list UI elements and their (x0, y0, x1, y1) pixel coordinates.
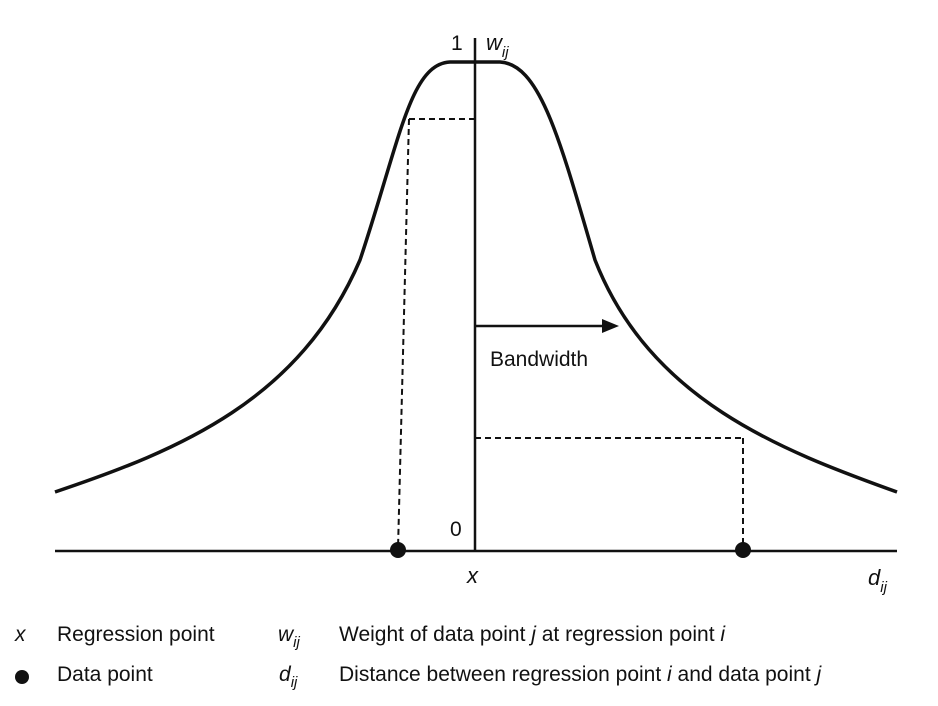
data-point-right (735, 542, 751, 558)
distance-desc-j: j (816, 663, 822, 686)
legend-distance-symbol-sub: ij (290, 674, 298, 691)
legend-weight-symbol-sub: ij (293, 634, 300, 651)
legend-distance-symbol-main: d (279, 663, 291, 686)
legend-distance-symbol: dij (279, 664, 297, 690)
data-point-left (390, 542, 406, 558)
weight-desc-a: Weight of data point (339, 623, 532, 646)
distance-desc-b: and data point (671, 663, 817, 686)
x-axis-label: dij (868, 565, 888, 596)
y-axis-label: wij (486, 30, 509, 61)
legend-weight-symbol: wij (278, 624, 300, 650)
y-tick-1: 1 (451, 32, 463, 55)
weight-desc-j: j (531, 623, 536, 646)
x-axis-label-main: d (868, 565, 881, 590)
y-tick-0: 0 (450, 518, 462, 541)
legend-data-point-symbol (15, 667, 29, 688)
kernel-weight-diagram: Bandwidth 1 0 wij x dij (54, 30, 898, 596)
regression-point-label: x (466, 563, 479, 588)
bandwidth-arrowhead (602, 319, 619, 333)
bandwidth-label: Bandwidth (490, 348, 588, 371)
legend-weight-symbol-main: w (278, 623, 294, 646)
data-point-bullet-icon (15, 670, 29, 684)
legend-regression-label: Regression point (57, 623, 215, 646)
legend-regression-symbol: x (15, 623, 26, 646)
legend-data-point-label: Data point (57, 663, 153, 686)
weight-desc-b: at regression point (535, 623, 721, 646)
distance-desc-i: i (667, 663, 672, 686)
x-axis-label-sub: ij (880, 579, 887, 596)
y-axis-label-main: w (486, 30, 504, 55)
weight-desc-i: i (720, 623, 726, 646)
legend-weight-description: Weight of data point j at regression poi… (339, 624, 725, 645)
legend-distance-description: Distance between regression point i and … (339, 664, 821, 685)
distance-desc-a: Distance between regression point (339, 663, 668, 686)
y-axis-label-sub: ij (502, 44, 509, 61)
left-guide-vertical (397, 118, 410, 550)
